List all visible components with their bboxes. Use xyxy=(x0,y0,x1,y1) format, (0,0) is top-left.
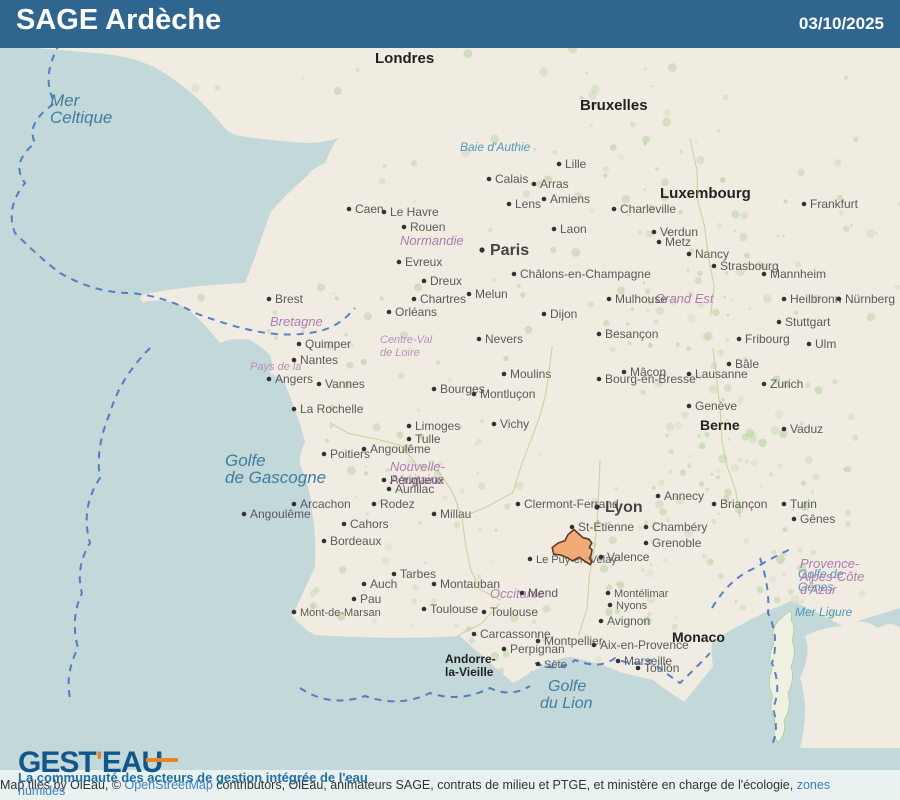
svg-text:Andorre-: Andorre- xyxy=(445,652,496,666)
svg-text:Bruxelles: Bruxelles xyxy=(580,97,648,114)
svg-text:Sète: Sète xyxy=(544,659,567,671)
svg-text:Mont-de-Marsan: Mont-de-Marsan xyxy=(300,607,381,619)
svg-text:Turin: Turin xyxy=(790,497,817,511)
svg-text:Zurich: Zurich xyxy=(770,377,803,391)
svg-text:Celtique: Celtique xyxy=(50,108,112,127)
svg-text:Le Havre: Le Havre xyxy=(390,205,439,219)
svg-text:Rodez: Rodez xyxy=(380,497,415,511)
svg-text:Aix-en-Provence: Aix-en-Provence xyxy=(600,638,689,652)
svg-text:Toulouse: Toulouse xyxy=(490,605,538,619)
svg-text:d'Azur: d'Azur xyxy=(800,582,837,597)
svg-text:Genève: Genève xyxy=(695,399,737,413)
svg-text:Normandie: Normandie xyxy=(400,233,464,248)
svg-text:Berne: Berne xyxy=(700,417,740,433)
svg-text:Melun: Melun xyxy=(475,287,508,301)
svg-text:Châlons-en-Champagne: Châlons-en-Champagne xyxy=(520,267,651,281)
svg-text:Toulouse: Toulouse xyxy=(430,602,478,616)
svg-text:de Gascogne: de Gascogne xyxy=(225,468,326,487)
svg-text:Caen: Caen xyxy=(355,202,384,216)
svg-text:Vichy: Vichy xyxy=(500,417,529,431)
svg-text:Rouen: Rouen xyxy=(410,220,445,234)
svg-text:Laon: Laon xyxy=(560,222,587,236)
svg-text:Montauban: Montauban xyxy=(440,577,500,591)
svg-text:Arras: Arras xyxy=(540,177,569,191)
svg-text:Cahors: Cahors xyxy=(350,517,389,531)
svg-text:de Loire: de Loire xyxy=(380,347,420,359)
svg-text:Toulon: Toulon xyxy=(644,661,679,675)
svg-text:Bourges: Bourges xyxy=(440,382,485,396)
svg-text:Chartres: Chartres xyxy=(420,292,466,306)
svg-text:Millau: Millau xyxy=(440,507,471,521)
svg-text:Mer Ligure: Mer Ligure xyxy=(795,605,853,619)
svg-text:Baie d'Authie: Baie d'Authie xyxy=(460,140,531,154)
svg-text:Amiens: Amiens xyxy=(550,192,590,206)
svg-text:Ulm: Ulm xyxy=(815,337,836,351)
svg-text:Golfe: Golfe xyxy=(548,678,586,695)
svg-text:Frankfurt: Frankfurt xyxy=(810,197,859,211)
svg-text:St-Étienne: St-Étienne xyxy=(578,519,634,534)
svg-text:Angers: Angers xyxy=(275,372,313,386)
svg-text:Heilbronn: Heilbronn xyxy=(790,292,841,306)
svg-text:Bordeaux: Bordeaux xyxy=(330,534,381,548)
svg-text:La Rochelle: La Rochelle xyxy=(300,402,364,416)
svg-text:Paris: Paris xyxy=(490,242,529,259)
svg-text:Perpignan: Perpignan xyxy=(510,642,565,656)
svg-text:Dreux: Dreux xyxy=(430,274,462,288)
svg-text:Montélimar: Montélimar xyxy=(614,588,669,600)
svg-text:Briançon: Briançon xyxy=(720,497,767,511)
svg-text:Fribourg: Fribourg xyxy=(745,332,790,346)
svg-text:Lausanne: Lausanne xyxy=(695,367,748,381)
svg-text:Centre-Val: Centre-Val xyxy=(380,334,433,346)
svg-text:Carcassonne: Carcassonne xyxy=(480,627,551,641)
svg-text:Montluçon: Montluçon xyxy=(480,387,535,401)
svg-text:Brest: Brest xyxy=(275,292,304,306)
svg-text:Mend: Mend xyxy=(528,586,558,600)
svg-text:Nancy: Nancy xyxy=(695,247,729,261)
svg-text:Charleville: Charleville xyxy=(620,202,676,216)
svg-text:Orléans: Orléans xyxy=(395,305,437,319)
svg-text:Aurillac: Aurillac xyxy=(395,482,434,496)
svg-text:Gênes: Gênes xyxy=(800,512,835,526)
svg-text:Dijon: Dijon xyxy=(550,307,577,321)
svg-text:Nyons: Nyons xyxy=(616,600,648,612)
svg-text:Grenoble: Grenoble xyxy=(652,536,702,550)
svg-text:Avignon: Avignon xyxy=(607,614,650,628)
svg-text:Chambéry: Chambéry xyxy=(652,520,707,534)
svg-text:Luxembourg: Luxembourg xyxy=(660,185,751,202)
svg-text:Londres: Londres xyxy=(375,50,434,67)
svg-text:Bretagne: Bretagne xyxy=(270,314,323,329)
svg-text:Mulhouse: Mulhouse xyxy=(615,292,667,306)
svg-text:Clermont-Ferrand: Clermont-Ferrand xyxy=(524,497,619,511)
svg-text:Nürnberg: Nürnberg xyxy=(845,292,895,306)
svg-text:Lille: Lille xyxy=(565,157,587,171)
svg-text:Bourg-en-Bresse: Bourg-en-Bresse xyxy=(605,372,696,386)
svg-text:Auch: Auch xyxy=(370,577,397,591)
svg-text:Besançon: Besançon xyxy=(605,327,658,341)
svg-text:Lens: Lens xyxy=(515,197,541,211)
svg-text:Limoges: Limoges xyxy=(415,419,460,433)
svg-text:Moulins: Moulins xyxy=(510,367,551,381)
svg-text:Mannheim: Mannheim xyxy=(770,267,826,281)
svg-text:Arcachon: Arcachon xyxy=(300,497,351,511)
svg-text:la-Vieille: la-Vieille xyxy=(445,665,494,679)
svg-text:Verdun: Verdun xyxy=(660,225,698,239)
svg-text:Tarbes: Tarbes xyxy=(400,567,436,581)
svg-text:Annecy: Annecy xyxy=(664,489,704,503)
svg-text:Nantes: Nantes xyxy=(300,353,338,367)
svg-text:Angoulême: Angoulême xyxy=(370,442,431,456)
svg-text:Vannes: Vannes xyxy=(325,377,365,391)
svg-text:Vaduz: Vaduz xyxy=(790,422,823,436)
svg-text:Pau: Pau xyxy=(360,592,381,606)
svg-text:Stuttgart: Stuttgart xyxy=(785,315,831,329)
svg-text:Quimper: Quimper xyxy=(305,337,351,351)
svg-text:Calais: Calais xyxy=(495,172,528,186)
svg-text:Evreux: Evreux xyxy=(405,255,442,269)
svg-text:Nevers: Nevers xyxy=(485,332,523,346)
svg-text:du Lion: du Lion xyxy=(540,695,593,712)
